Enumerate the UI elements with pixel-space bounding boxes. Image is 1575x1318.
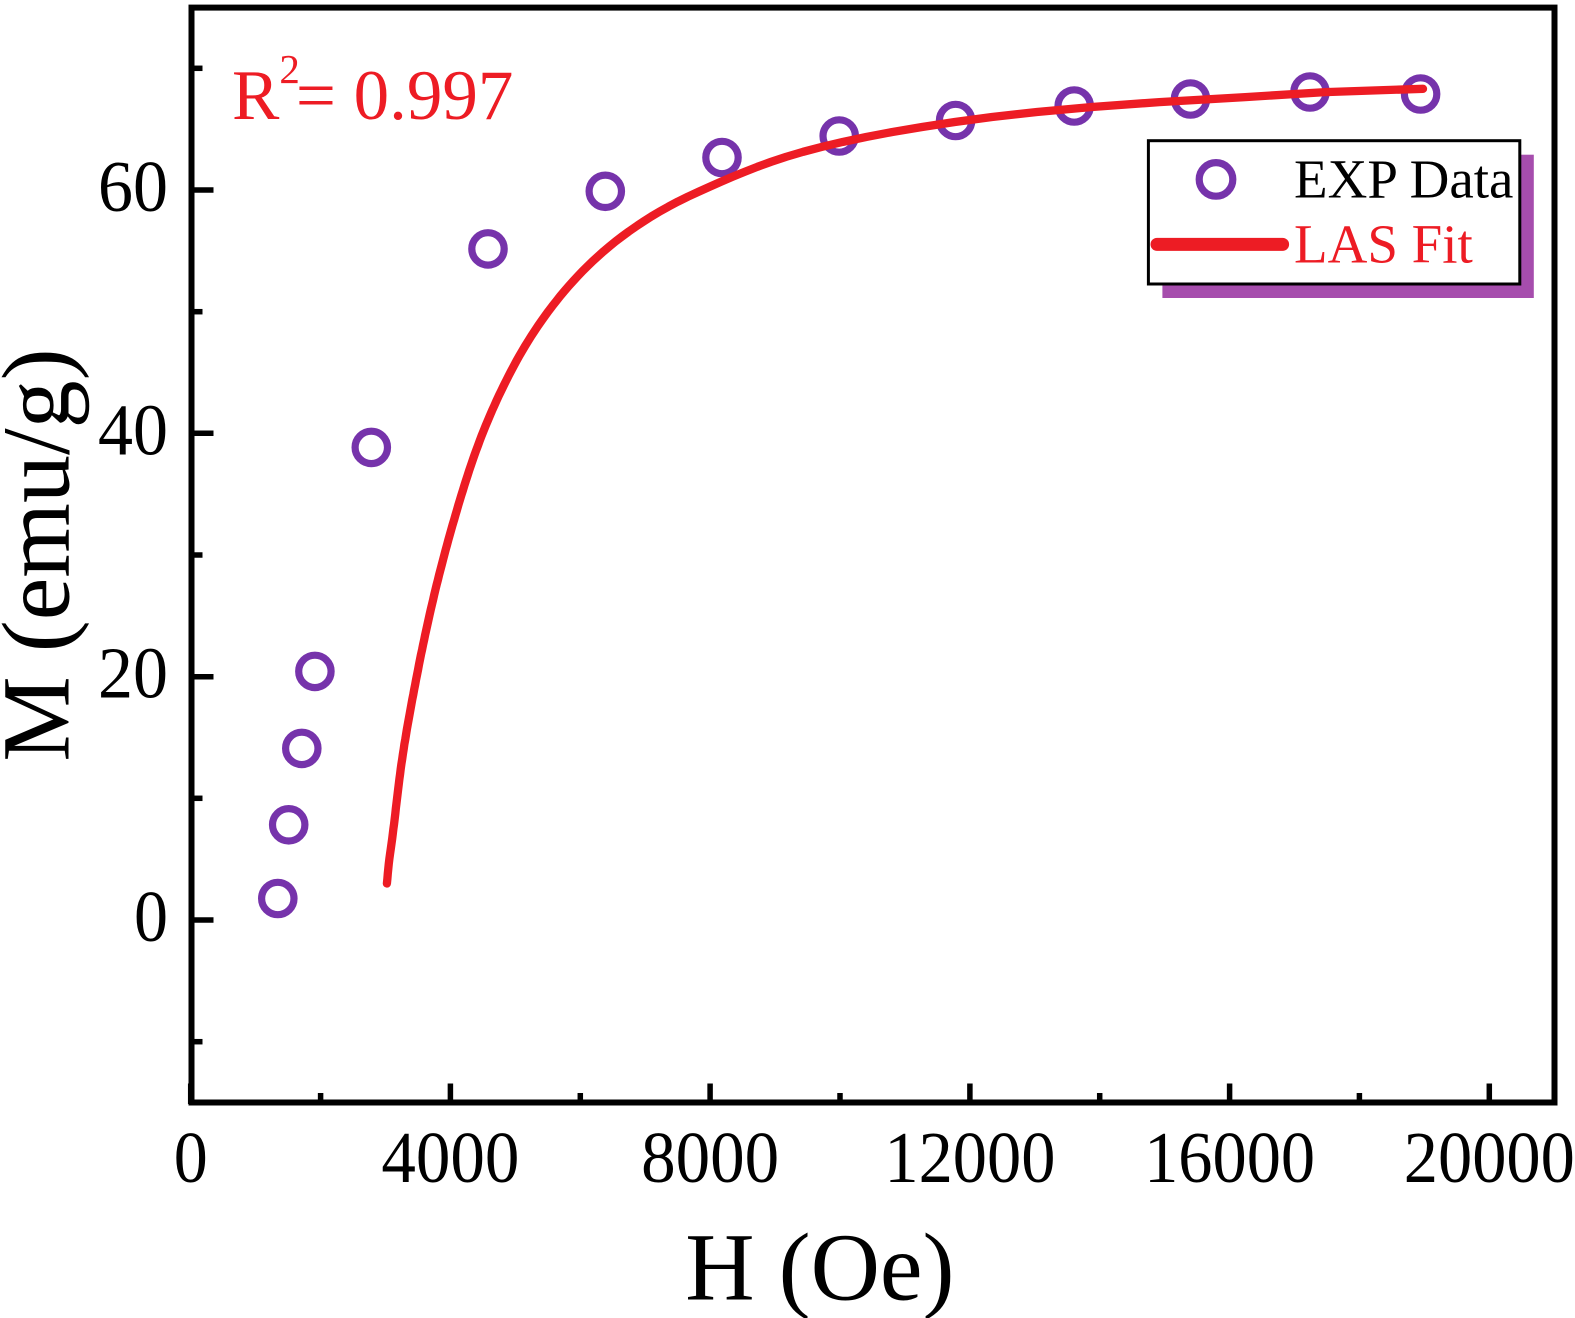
svg-text:M (emu/g): M (emu/g): [0, 348, 90, 761]
svg-text:20: 20: [98, 633, 168, 714]
svg-text:12000: 12000: [884, 1117, 1055, 1198]
svg-text:EXP Data: EXP Data: [1294, 149, 1513, 210]
svg-text:R2= 0.997: R2= 0.997: [232, 46, 513, 135]
svg-text:0: 0: [174, 1117, 208, 1198]
svg-text:20000: 20000: [1404, 1117, 1575, 1198]
svg-text:60: 60: [98, 146, 168, 227]
svg-text:16000: 16000: [1144, 1117, 1315, 1198]
svg-text:H (Oe): H (Oe): [685, 1214, 954, 1318]
svg-text:LAS Fit: LAS Fit: [1294, 214, 1473, 275]
svg-text:8000: 8000: [641, 1117, 779, 1198]
svg-text:4000: 4000: [381, 1117, 519, 1198]
svg-text:40: 40: [98, 389, 168, 470]
svg-text:0: 0: [134, 876, 168, 957]
